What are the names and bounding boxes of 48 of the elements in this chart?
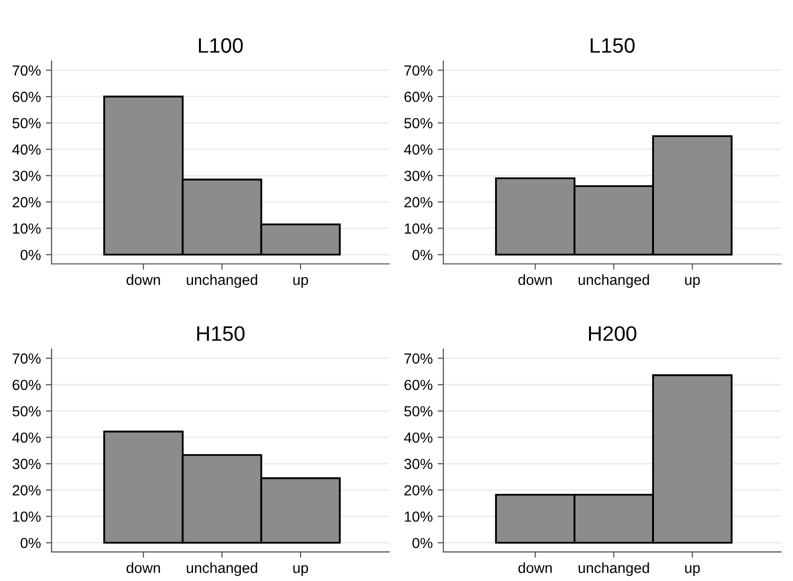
y-tick-label: 70% (12, 65, 41, 76)
x-tick-label: down (518, 562, 552, 574)
y-tick-label: 30% (12, 170, 41, 182)
y-tick-label: 0% (412, 250, 432, 260)
y-tick-label: 0% (20, 250, 41, 260)
y-tick-label: 10% (13, 511, 41, 522)
x-tick-label: unchanged (578, 274, 649, 288)
x-tick-label: down (518, 274, 552, 286)
y-tick-label: 10% (13, 223, 41, 234)
y-tick-label: 40% (404, 432, 432, 443)
x-tick-label: unchanged (186, 274, 258, 288)
x-tick-label: up (293, 565, 308, 576)
y-tick-label: 70% (404, 353, 432, 364)
x-tick-label: unchanged (578, 562, 649, 576)
chart-title: L100 (198, 38, 243, 53)
y-tick-label: 10% (404, 511, 432, 522)
y-tick-label: 30% (12, 458, 41, 470)
y-tick-label: 50% (12, 406, 41, 416)
y-tick-label: 40% (12, 144, 41, 155)
x-tick-label: up (685, 277, 700, 288)
y-tick-label: 60% (12, 92, 41, 102)
y-tick-label: 30% (404, 170, 432, 182)
y-tick-label: 40% (404, 144, 432, 155)
x-tick-label: down (126, 274, 160, 286)
x-tick-label: down (126, 562, 160, 574)
chart-title: H150 (197, 326, 245, 341)
y-tick-label: 50% (404, 406, 432, 416)
y-tick-label: 40% (12, 432, 41, 443)
y-tick-label: 50% (404, 118, 432, 128)
x-tick-label: up (293, 277, 308, 288)
x-tick-label: unchanged (186, 562, 258, 576)
chart-title: H200 (589, 326, 636, 341)
y-tick-label: 60% (12, 380, 41, 390)
y-tick-label: 60% (404, 380, 432, 390)
y-tick-label: 60% (404, 92, 432, 102)
y-tick-label: 50% (12, 118, 41, 128)
chart-title: L150 (590, 38, 635, 53)
y-tick-label: 70% (12, 353, 41, 364)
y-tick-label: 70% (404, 65, 432, 76)
y-tick-label: 20% (404, 485, 432, 496)
y-tick-label: 20% (12, 197, 41, 208)
y-tick-label: 10% (404, 223, 432, 234)
y-tick-label: 20% (12, 485, 41, 496)
y-tick-label: 20% (404, 197, 432, 208)
y-tick-label: 0% (20, 538, 41, 548)
y-tick-label: 0% (412, 538, 432, 548)
y-tick-label: 30% (404, 458, 432, 470)
x-tick-label: up (685, 565, 700, 576)
